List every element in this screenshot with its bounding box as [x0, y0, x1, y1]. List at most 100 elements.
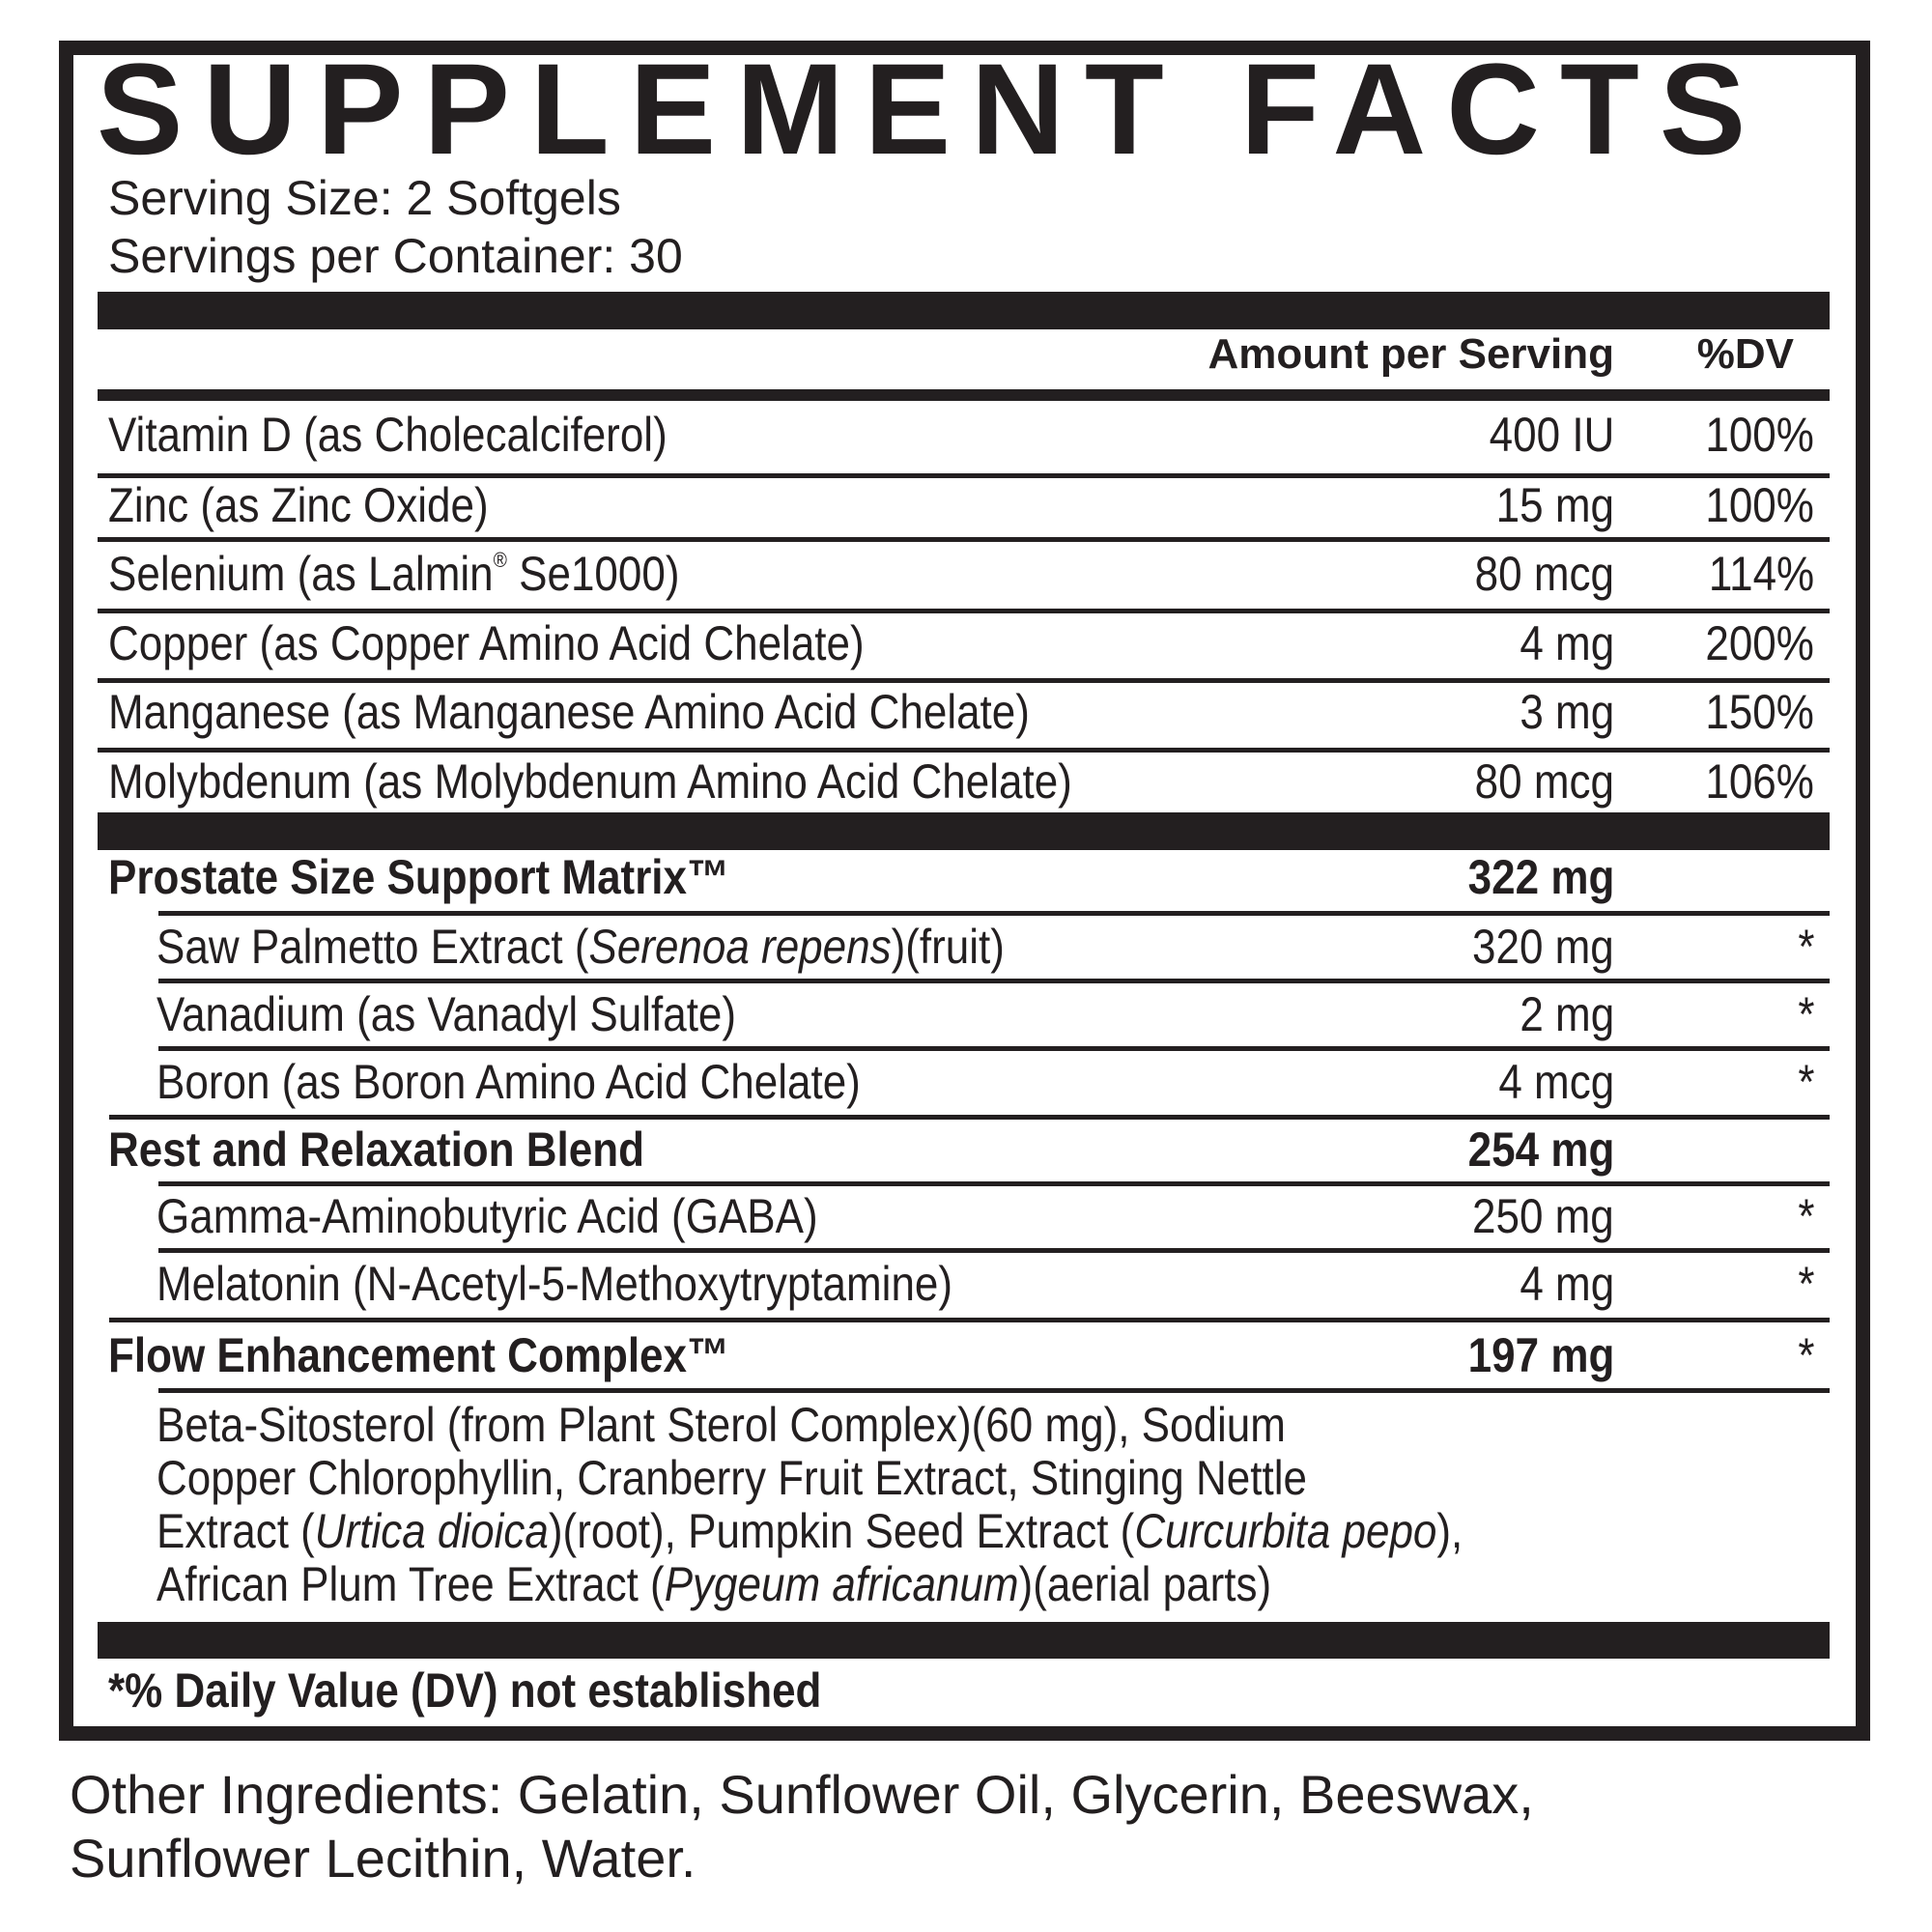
ingredient-dv: 106%	[1705, 754, 1814, 809]
servings-per-container: Servings per Container: 30	[108, 229, 683, 283]
text-segment: Serenoa repens	[588, 920, 892, 974]
row-divider	[98, 609, 1830, 613]
flow-ingredients-list: Beta-Sitosterol (from Plant Sterol Compl…	[156, 1399, 1463, 1611]
text-segment: Prostate Size Support Matrix™	[108, 850, 730, 904]
row-divider	[158, 1046, 1830, 1051]
ingredient-name: Gamma-Aminobutyric Acid (GABA)	[156, 1187, 818, 1245]
row-divider	[158, 1248, 1830, 1253]
ingredient-dv: 100%	[1705, 478, 1814, 532]
text-segment: Copper (as Copper Amino Acid Chelate)	[108, 616, 865, 670]
dv-header: %DV	[1696, 330, 1794, 378]
row-divider	[98, 748, 1830, 753]
ingredient-dv: *	[1797, 987, 1814, 1041]
text-segment: African Plum Tree Extract (	[156, 1557, 665, 1611]
ingredient-dv: *	[1797, 1055, 1814, 1109]
ingredient-amount: 4 mg	[1520, 616, 1614, 670]
text-segment: Molybdenum (as Molybdenum Amino Acid Che…	[108, 754, 1072, 809]
flow-ingredients-line: African Plum Tree Extract (Pygeum africa…	[156, 1558, 1463, 1611]
thick-divider	[98, 812, 1830, 850]
ingredient-name: Vitamin D (as Cholecalciferol)	[108, 406, 668, 464]
ingredient-amount: 250 mg	[1472, 1189, 1614, 1243]
text-segment: Saw Palmetto Extract (	[156, 920, 589, 974]
ingredient-amount: 320 mg	[1472, 920, 1614, 974]
other-ingredients: Other Ingredients: Gelatin, Sunflower Oi…	[70, 1763, 1534, 1890]
thick-divider	[98, 292, 1830, 329]
text-segment: Beta-Sitosterol (from Plant Sterol Compl…	[156, 1398, 1286, 1452]
ingredient-amount: 4 mg	[1520, 1257, 1614, 1311]
ingredient-dv: *	[1797, 1189, 1814, 1243]
ingredient-amount: 322 mg	[1467, 850, 1614, 904]
text-segment: )(aerial parts)	[1018, 1557, 1272, 1611]
text-segment: Boron (as Boron Amino Acid Chelate)	[156, 1055, 861, 1109]
flow-ingredients-line: Extract (Urtica dioica)(root), Pumpkin S…	[156, 1505, 1463, 1558]
ingredient-dv: 100%	[1705, 408, 1814, 462]
ingredient-amount: 197 mg	[1467, 1328, 1614, 1382]
thick-divider	[98, 1622, 1830, 1659]
ingredient-name: Molybdenum (as Molybdenum Amino Acid Che…	[108, 753, 1072, 810]
text-segment: Urtica dioica	[314, 1504, 549, 1558]
flow-ingredients-line: Beta-Sitosterol (from Plant Sterol Compl…	[156, 1399, 1463, 1452]
ingredient-amount: 80 mcg	[1474, 547, 1614, 601]
text-segment: Gamma-Aminobutyric Acid (GABA)	[156, 1189, 818, 1243]
text-segment: Manganese (as Manganese Amino Acid Chela…	[108, 685, 1030, 739]
text-segment: Flow Enhancement Complex™	[108, 1328, 729, 1382]
ingredient-amount: 4 mcg	[1498, 1055, 1614, 1109]
row-divider	[98, 473, 1830, 478]
ingredient-amount: 254 mg	[1467, 1122, 1614, 1177]
text-segment: Melatonin (N-Acetyl-5-Methoxytryptamine)	[156, 1257, 953, 1311]
ingredient-dv: *	[1797, 1257, 1814, 1311]
ingredient-amount: 2 mg	[1520, 987, 1614, 1041]
text-segment: )(root), Pumpkin Seed Extract (	[548, 1504, 1135, 1558]
header-divider	[98, 389, 1830, 401]
row-divider	[98, 537, 1830, 542]
ingredient-dv: 150%	[1705, 685, 1814, 739]
ingredient-name: Prostate Size Support Matrix™	[108, 848, 729, 906]
text-segment: Zinc (as Zinc Oxide)	[108, 478, 489, 532]
serving-size: Serving Size: 2 Softgels	[108, 171, 621, 225]
text-segment: Curcurbita pepo	[1134, 1504, 1437, 1558]
ingredient-amount: 3 mg	[1520, 685, 1614, 739]
row-divider	[98, 678, 1830, 683]
text-segment: Se1000)	[506, 547, 680, 601]
row-divider	[158, 1388, 1830, 1393]
ingredient-dv: 200%	[1705, 616, 1814, 670]
text-segment: )(fruit)	[891, 920, 1005, 974]
other-ingredients-line: Other Ingredients: Gelatin, Sunflower Oi…	[70, 1764, 1534, 1825]
ingredient-name: Saw Palmetto Extract (Serenoa repens)(fr…	[156, 918, 1005, 976]
panel-title: SUPPLEMENT FACTS	[97, 38, 1767, 182]
ingredient-dv: *	[1797, 920, 1814, 974]
amount-per-serving-header: Amount per Serving	[1208, 330, 1615, 378]
ingredient-name: Copper (as Copper Amino Acid Chelate)	[108, 614, 865, 672]
flow-ingredients-line: Copper Chlorophyllin, Cranberry Fruit Ex…	[156, 1452, 1463, 1505]
row-divider	[109, 1318, 1830, 1322]
supplement-facts-panel	[59, 41, 1870, 1741]
ingredient-name: Flow Enhancement Complex™	[108, 1326, 729, 1384]
text-segment: Selenium (as Lalmin	[108, 547, 494, 601]
ingredient-name: Vanadium (as Vanadyl Sulfate)	[156, 985, 736, 1043]
ingredient-name: Manganese (as Manganese Amino Acid Chela…	[108, 683, 1030, 741]
ingredient-dv: 114%	[1708, 547, 1814, 601]
text-segment: Extract (	[156, 1504, 315, 1558]
ingredient-name: Rest and Relaxation Blend	[108, 1121, 644, 1179]
ingredient-dv: *	[1797, 1328, 1814, 1382]
row-divider	[158, 979, 1830, 983]
ingredient-name: Melatonin (N-Acetyl-5-Methoxytryptamine)	[156, 1255, 952, 1313]
text-segment: ®	[493, 548, 507, 572]
row-divider	[109, 1115, 1830, 1120]
ingredient-name: Zinc (as Zinc Oxide)	[108, 476, 489, 534]
ingredient-amount: 400 IU	[1489, 408, 1614, 462]
text-segment: Vitamin D (as Cholecalciferol)	[108, 408, 668, 462]
ingredient-name: Selenium (as Lalmin® Se1000)	[108, 545, 679, 603]
text-segment: Copper Chlorophyllin, Cranberry Fruit Ex…	[156, 1451, 1307, 1505]
ingredient-amount: 80 mcg	[1474, 754, 1614, 809]
text-segment: Pygeum africanum	[664, 1557, 1019, 1611]
text-segment: Vanadium (as Vanadyl Sulfate)	[156, 987, 737, 1041]
row-divider	[158, 911, 1830, 916]
footnote: *% Daily Value (DV) not established	[108, 1663, 822, 1718]
ingredient-name: Boron (as Boron Amino Acid Chelate)	[156, 1053, 861, 1111]
text-segment: Rest and Relaxation Blend	[108, 1122, 645, 1177]
ingredient-amount: 15 mg	[1495, 478, 1614, 532]
other-ingredients-line: Sunflower Lecithin, Water.	[70, 1828, 696, 1889]
row-divider	[158, 1181, 1830, 1186]
text-segment: ),	[1436, 1504, 1463, 1558]
